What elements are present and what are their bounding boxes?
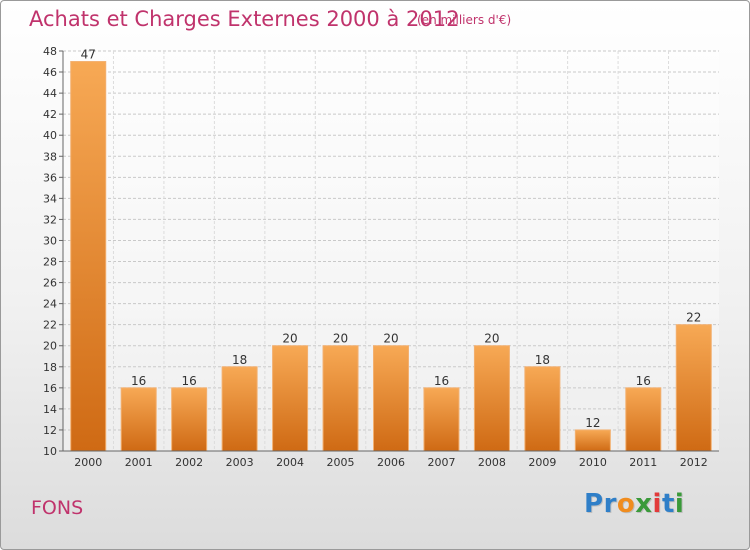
bar: [120, 387, 157, 452]
bars: 47 16 16 18 20 20 20 16 20 18 12 16 22: [70, 48, 712, 452]
y-tick-label: 42: [43, 108, 57, 121]
x-tick-label: 2011: [629, 456, 657, 469]
x-tick-label: 2010: [579, 456, 607, 469]
bar: [171, 387, 208, 452]
bar-value-label: 18: [232, 353, 247, 367]
y-tick-label: 26: [43, 277, 57, 290]
x-tick-label: 2008: [478, 456, 506, 469]
y-tick-label: 16: [43, 382, 57, 395]
x-tick-label: 2009: [528, 456, 556, 469]
x-tick-label: 2007: [427, 456, 455, 469]
x-tick-label: 2006: [377, 456, 405, 469]
bar-value-label: 16: [182, 374, 197, 388]
bar-value-label: 18: [535, 353, 550, 367]
bar: [423, 387, 460, 452]
bar: [70, 61, 107, 452]
logo-letter: r: [603, 489, 617, 519]
bar: [373, 345, 409, 452]
x-tick-label: 2012: [680, 456, 708, 469]
y-tick-label: 20: [43, 340, 57, 353]
y-tick-label: 18: [43, 361, 57, 374]
y-tick-label: 48: [43, 45, 57, 58]
y-tick-label: 12: [43, 424, 57, 437]
y-tick-label: 40: [43, 129, 57, 142]
x-tick-label: 2000: [74, 456, 102, 469]
bar: [675, 324, 712, 452]
bar-value-label: 16: [131, 374, 146, 388]
bar-value-label: 12: [585, 416, 600, 430]
logo-letter: P: [584, 489, 604, 519]
logo-letter: i: [674, 489, 685, 519]
bar-value-label: 16: [636, 374, 651, 388]
bar: [574, 429, 611, 452]
proxiti-logo: Proxiti: [584, 489, 684, 519]
commune-name: FONS: [31, 497, 84, 519]
x-tick-label: 2001: [125, 456, 153, 469]
y-tick-label: 32: [43, 213, 57, 226]
chart-subtitle: (en milliers d'€): [417, 13, 512, 27]
bar: [524, 366, 561, 452]
bar-value-label: 20: [484, 332, 499, 346]
bar: [625, 387, 662, 452]
y-tick-label: 14: [43, 403, 57, 416]
y-tick-label: 36: [43, 171, 57, 184]
y-tick-label: 28: [43, 256, 57, 269]
y-tick-label: 22: [43, 319, 57, 332]
y-tick-label: 24: [43, 298, 57, 311]
bar-value-label: 20: [333, 332, 348, 346]
bar-value-label: 20: [282, 332, 297, 346]
bar-value-label: 20: [383, 332, 398, 346]
y-tick-label: 30: [43, 234, 57, 247]
y-tick-label: 34: [43, 192, 57, 205]
bar-value-label: 16: [434, 374, 449, 388]
x-tick-label: 2002: [175, 456, 203, 469]
axes: 10 12 14 16 18 20 22 24 26 28 30 32 34 36 38 40 42 44 46 48…: [43, 45, 719, 469]
x-tick-label: 2005: [327, 456, 355, 469]
bar-value-label: 47: [81, 48, 96, 62]
chart-title: Achats et Charges Externes 2000 à 2012: [29, 7, 460, 31]
bar: [272, 345, 309, 452]
logo-letter: i: [652, 489, 662, 519]
logo-letter: o: [616, 489, 636, 519]
y-tick-label: 44: [43, 87, 57, 100]
x-tick-label: 2003: [226, 456, 254, 469]
bar: [322, 345, 359, 452]
y-tick-label: 10: [43, 445, 57, 458]
y-tick-label: 38: [43, 150, 57, 163]
bar: [221, 366, 258, 452]
y-tick-label: 46: [43, 66, 57, 79]
bar: [473, 345, 510, 452]
x-tick-label: 2004: [276, 456, 304, 469]
logo-letter: x: [635, 489, 653, 519]
bar-value-label: 22: [686, 311, 701, 325]
logo-letter: t: [661, 489, 675, 519]
